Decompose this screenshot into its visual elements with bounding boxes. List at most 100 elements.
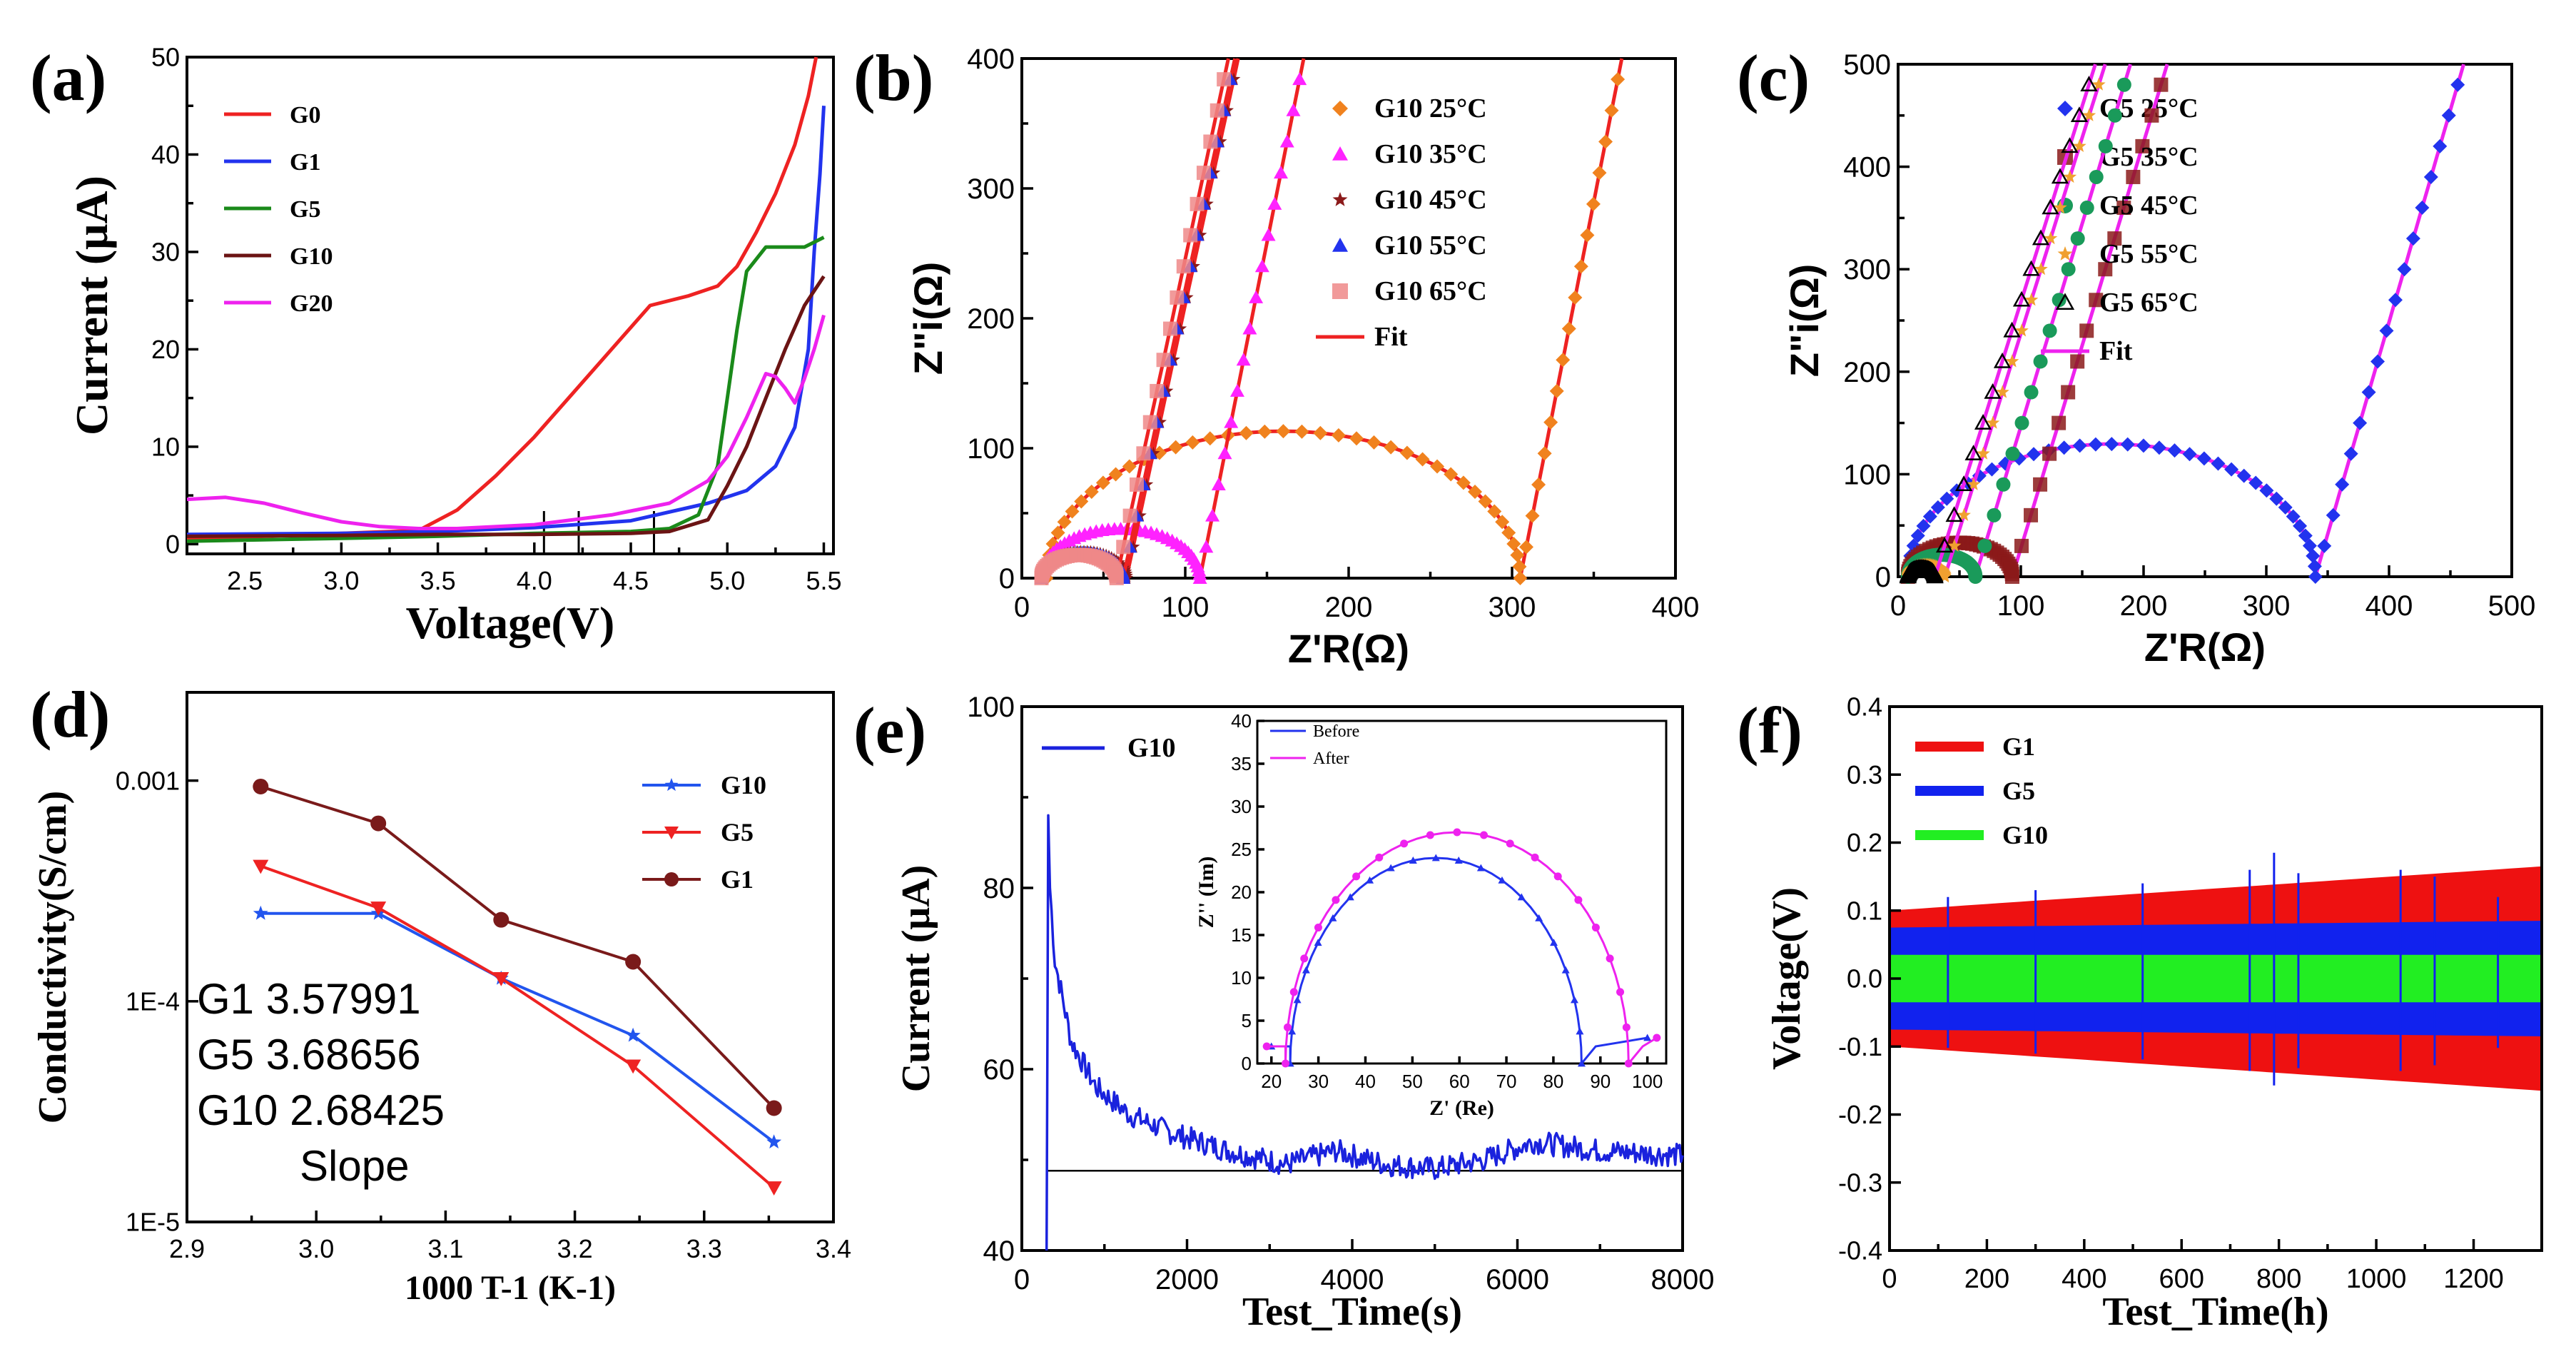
data-point: [2027, 447, 2042, 462]
data-point: [1267, 196, 1282, 210]
data-point: [2061, 385, 2076, 400]
inset-data-point: [1561, 966, 1570, 974]
x-tick-label: 3.2: [557, 1234, 593, 1263]
data-point: [1549, 383, 1564, 398]
data-point: [1922, 509, 1937, 524]
legend-marker: [1332, 146, 1348, 161]
data-point: [2070, 354, 2085, 369]
legend-marker: [2057, 246, 2073, 261]
data-point: [2082, 108, 2096, 121]
data-point: [1543, 415, 1558, 430]
x-axis-label: Z'R(Ω): [2144, 625, 2266, 670]
data-point: [2107, 231, 2122, 246]
data-point: [2032, 229, 2050, 246]
y-tick-label: 100: [1843, 459, 1891, 490]
data-point: [1366, 435, 1381, 450]
legend-label: G5: [721, 818, 754, 847]
data-point: [2405, 231, 2420, 246]
y-tick-label: 50: [151, 43, 180, 72]
x-tick-label: 0: [1014, 1264, 1030, 1295]
data-point: [2154, 77, 2169, 92]
data-point: [2182, 447, 2197, 462]
inset-legend-label: Before: [1313, 722, 1359, 741]
data-point: [2052, 415, 2067, 430]
data-point: [1525, 508, 1540, 523]
inset-data-point: [1386, 864, 1395, 871]
data-point: [2116, 77, 2131, 92]
inset-data-point: [1293, 996, 1302, 1004]
data-point: [766, 1134, 782, 1149]
inset-data-point: [1314, 924, 1322, 932]
panel-e: (e)02000400060008000406080100G10tLi+=0.2…: [853, 692, 1714, 1334]
y-axis-label: Current (μA): [66, 176, 117, 435]
data-point: [1286, 103, 1301, 116]
data-point: [1506, 536, 1521, 551]
inset-data-point: [1476, 864, 1485, 871]
data-point: [766, 1181, 782, 1196]
data-point: [1116, 540, 1131, 555]
y-tick-label: -0.4: [1838, 1236, 1882, 1265]
y-tick-label: 0.001: [116, 766, 180, 795]
data-point: [1967, 477, 1981, 490]
data-point: [1203, 134, 1218, 149]
series-line-g1: [186, 106, 826, 537]
data-point: [2236, 468, 2251, 483]
series-line-g10: [186, 275, 826, 538]
data-point: [2248, 475, 2263, 490]
slope-annotation: Slope: [300, 1142, 409, 1190]
data-point: [625, 954, 642, 970]
inset-x-tick-label: 100: [1632, 1071, 1663, 1092]
data-point: [2033, 354, 2048, 369]
panel-label: (b): [853, 41, 933, 114]
data-point: [2033, 477, 2048, 492]
data-point: [2091, 77, 2106, 91]
data-point: [1910, 528, 1925, 543]
data-point: [1279, 134, 1294, 148]
data-point: [2278, 500, 2293, 515]
inset-data-point: [1498, 876, 1506, 884]
data-point: [1205, 508, 1220, 522]
series-markers-1: [1034, 72, 1307, 584]
data-point: [1399, 445, 1414, 460]
inset-y-tick-label: 10: [1231, 967, 1252, 989]
data-point: [1939, 491, 1954, 506]
legend-label: G1: [2002, 732, 2035, 761]
inset-data-point: [1332, 896, 1340, 904]
x-tick-label: 3.3: [686, 1234, 722, 1263]
x-tick-label: 3.0: [298, 1234, 334, 1263]
data-point: [2167, 443, 2182, 458]
data-point: [2104, 437, 2119, 452]
data-point: [1986, 415, 2000, 429]
inset-data-point: [1400, 839, 1409, 848]
data-point: [253, 859, 269, 874]
y-tick-label: 0: [1875, 562, 1891, 593]
data-point: [1242, 321, 1257, 335]
inset-data-point: [1517, 893, 1526, 901]
inset-series-markers-1: [1262, 828, 1661, 1068]
data-point: [1192, 571, 1207, 584]
data-point: [1537, 446, 1552, 461]
y-tick-label: -0.1: [1838, 1032, 1882, 1061]
legend-label: G20: [290, 290, 333, 317]
legend-marker: [1332, 238, 1348, 252]
inset-data-point: [1352, 872, 1361, 881]
data-point: [2259, 483, 2274, 498]
data-point: [1968, 570, 1983, 584]
data-point: [2042, 446, 2057, 461]
data-point: [625, 1059, 642, 1074]
data-point: [1580, 228, 1595, 243]
data-point: [2397, 262, 2412, 277]
data-point: [2196, 451, 2211, 466]
data-point: [1592, 166, 1607, 181]
data-point: [2116, 201, 2131, 216]
inset-data-point: [1653, 1034, 1661, 1042]
data-point: [493, 971, 509, 986]
data-point: [1611, 72, 1626, 87]
data-point: [1170, 290, 1185, 305]
inset-x-axis-label: Z' (Re): [1429, 1096, 1494, 1120]
data-point: [1057, 515, 1072, 530]
panel-label: (f): [1737, 694, 1802, 767]
legend-label: G10: [2002, 821, 2048, 849]
data-point: [1095, 475, 1110, 490]
